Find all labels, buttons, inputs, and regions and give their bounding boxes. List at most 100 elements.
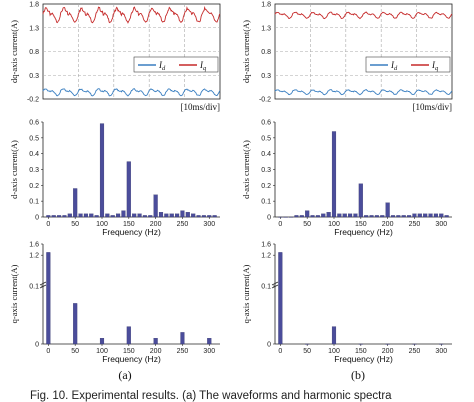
y-axis-title: dq-axis current(A) xyxy=(9,20,19,83)
series-line-iq xyxy=(42,5,221,24)
bar xyxy=(153,338,158,345)
x-tick-label: 300 xyxy=(435,221,447,228)
bar xyxy=(73,303,78,345)
axis-break-mark xyxy=(271,281,279,289)
bar xyxy=(137,213,142,218)
y-tick-label: 1.8 xyxy=(261,2,271,9)
x-axis-title: Frequency (Hz) xyxy=(334,354,393,364)
y-tick-label: 1.2 xyxy=(261,253,271,260)
bar xyxy=(126,161,131,218)
y-axis-title: d-axis current(A) xyxy=(9,140,19,199)
x-tick-label: 50 xyxy=(71,221,79,228)
x-tick-label: 250 xyxy=(409,221,421,228)
x-tick-label: 200 xyxy=(150,221,162,228)
bar xyxy=(201,215,206,218)
x-tick-label: 0 xyxy=(278,221,282,228)
bar xyxy=(51,215,56,218)
legend-label: Id xyxy=(390,60,398,72)
y-tick-label: 1.3 xyxy=(261,25,271,32)
y-tick-label: 0.6 xyxy=(261,120,271,127)
bar xyxy=(180,332,185,345)
legend-label-main: I xyxy=(390,60,395,70)
x-tick-label: 150 xyxy=(123,348,135,355)
y-tick-label: -0.2 xyxy=(27,97,39,104)
y-tick-label: 0 xyxy=(267,215,271,222)
x-tick-label: 50 xyxy=(71,348,79,355)
bar xyxy=(358,183,363,218)
bar xyxy=(299,215,304,218)
y-tick-label: 0.1 xyxy=(29,199,39,206)
legend-label: Id xyxy=(158,60,166,72)
time-per-division-label: [10ms/div] xyxy=(181,102,221,112)
x-tick-label: 100 xyxy=(96,348,108,355)
y-tick-label: 0.1 xyxy=(29,284,39,291)
bar xyxy=(73,188,78,218)
bar xyxy=(412,213,417,218)
bar xyxy=(185,212,190,218)
bar xyxy=(321,213,326,218)
bar xyxy=(46,252,51,345)
legend-label-sub: q xyxy=(435,65,439,72)
legend-label-main: I xyxy=(158,60,163,70)
y-tick-label: 0.6 xyxy=(29,120,39,127)
bar xyxy=(326,212,331,218)
bar xyxy=(191,213,196,218)
x-axis-title: Frequency (Hz) xyxy=(334,227,393,237)
subfigure-label-b: (b) xyxy=(351,368,365,382)
y-axis-title: d-axis current(A) xyxy=(241,140,251,199)
x-tick-label: 100 xyxy=(328,221,340,228)
bar xyxy=(180,210,185,218)
legend-label-sub: d xyxy=(162,65,166,72)
y-tick-label: 0.1 xyxy=(261,199,271,206)
legend-box xyxy=(365,56,451,73)
bar xyxy=(99,123,105,218)
y-tick-label: 0 xyxy=(35,342,39,349)
bar xyxy=(348,213,353,218)
bar xyxy=(342,213,347,218)
x-tick-label: 250 xyxy=(177,221,189,228)
bar xyxy=(380,215,385,218)
legend-label: Iq xyxy=(199,60,207,72)
x-tick-label: 250 xyxy=(177,348,189,355)
bar xyxy=(78,213,83,218)
subfigure-label-a: (a) xyxy=(118,368,131,382)
y-axis-title: q-axis current(A) xyxy=(9,264,19,323)
y-tick-label: 0.3 xyxy=(261,167,271,174)
d-axis-spectrum-a: 0 0.1 0.2 0.3 0.4 0.5 0.6 0 50 100 150 200 250 300 Fre… xyxy=(9,120,220,237)
series-line-id xyxy=(42,88,221,97)
y-axis-title: dq-axis current(A) xyxy=(241,20,251,83)
bar xyxy=(132,213,137,218)
x-tick-label: 0 xyxy=(278,348,282,355)
legend-label-main: I xyxy=(199,60,204,70)
axis-break-mark xyxy=(39,281,47,289)
x-tick-label: 150 xyxy=(123,221,135,228)
bar xyxy=(423,213,428,218)
bar xyxy=(369,215,374,218)
x-axis-title: Frequency (Hz) xyxy=(102,227,161,237)
y-axis-title: q-axis current(A) xyxy=(241,264,251,323)
y-tick-label: 0.2 xyxy=(29,183,39,190)
y-tick-label: 0 xyxy=(35,215,39,222)
x-tick-label: 50 xyxy=(303,221,311,228)
bar xyxy=(364,215,369,218)
x-tick-label: 250 xyxy=(409,348,421,355)
y-tick-label: -0.2 xyxy=(259,97,271,104)
legend-label: Iq xyxy=(431,60,439,72)
bar xyxy=(278,252,283,345)
y-tick-label: 0.8 xyxy=(29,49,39,56)
series-line-iq xyxy=(274,11,453,20)
legend-label-main: I xyxy=(431,60,436,70)
y-tick-label: 1.3 xyxy=(29,25,39,32)
bar xyxy=(110,215,115,218)
bar xyxy=(305,210,310,218)
q-axis-spectrum-a: 0 0.1 1.2 1.6 0 50 100 150 200 250 300 Frequency (H… xyxy=(9,242,220,364)
bar xyxy=(401,215,406,218)
bar xyxy=(105,213,110,218)
bar xyxy=(46,215,51,218)
bar xyxy=(99,338,105,345)
bar xyxy=(331,131,337,218)
bar xyxy=(62,215,67,218)
y-tick-label: 0.1 xyxy=(261,284,271,291)
